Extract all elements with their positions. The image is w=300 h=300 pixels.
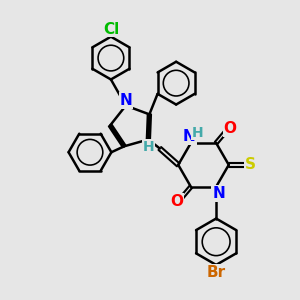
Text: N: N (183, 129, 196, 144)
Text: Cl: Cl (103, 22, 119, 37)
Text: Br: Br (207, 265, 226, 280)
Text: O: O (170, 194, 183, 208)
Text: H: H (192, 126, 203, 140)
Text: S: S (245, 158, 256, 172)
Text: N: N (212, 186, 225, 201)
Text: H: H (143, 140, 154, 154)
Text: O: O (224, 121, 237, 136)
Text: N: N (119, 93, 132, 108)
